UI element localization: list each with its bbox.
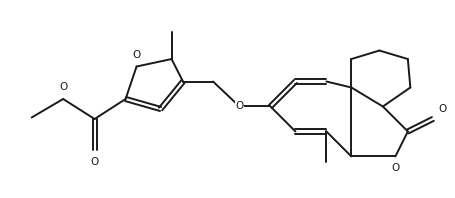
Text: O: O [235,102,243,111]
Text: O: O [390,163,399,173]
Text: O: O [59,82,67,92]
Text: O: O [438,104,446,114]
Text: O: O [132,50,141,60]
Text: O: O [90,157,99,168]
